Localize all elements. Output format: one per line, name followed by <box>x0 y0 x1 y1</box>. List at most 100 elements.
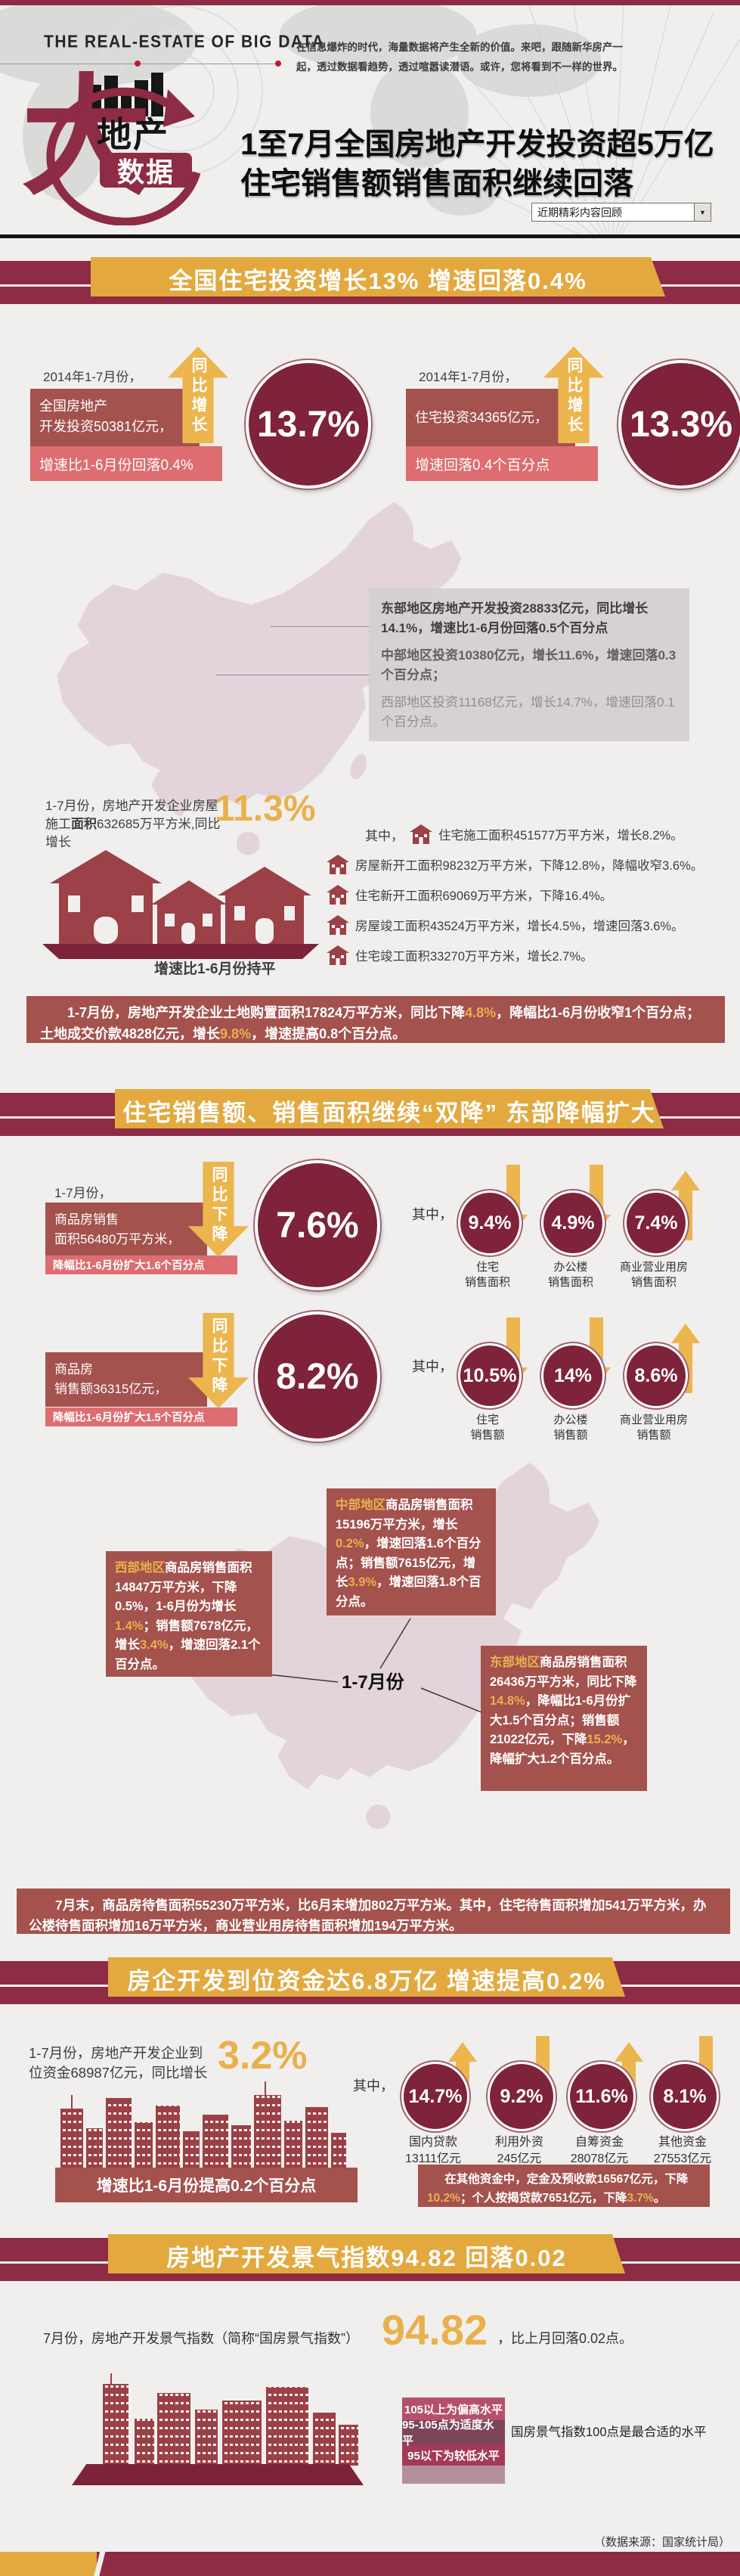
region-text: ，降幅扩大1.2个百分点。 <box>490 1733 635 1766</box>
fund-stat: 9.2% 利用外资 245亿元 <box>488 2036 557 2165</box>
mini-label: 办公楼 销售额 <box>514 1413 627 1444</box>
house-icon <box>327 915 349 935</box>
fund-label-line2: 13111亿元 <box>404 2152 462 2165</box>
city-skyline-illustration <box>82 2373 365 2466</box>
region-text: 商品房销售面积14847万平方米，下降0.5%，1-6月份为增长 <box>115 1561 252 1614</box>
page-title-line1: 1至7月全国房地产开发投资超5万亿 <box>240 128 714 161</box>
mini-stat: 14% 办公楼 销售额 <box>541 1317 611 1442</box>
map-connector-lines <box>268 1618 482 1713</box>
construction-intro-p2: 632685万平方米,同比增长 <box>45 816 221 849</box>
fund-stat: 14.7% 国内贷款 13111亿元 <box>401 2042 477 2165</box>
section2-banner-title: 住宅销售额、销售面积继续“双降” 东部降幅扩大 <box>122 1100 656 1126</box>
mini-label: 商业营业用房 销售面积 <box>597 1260 711 1291</box>
other-funds-gold2: 3.7% <box>627 2191 654 2205</box>
fund-label-line1: 国内贷款 <box>408 2136 457 2149</box>
up-arrow-icon: 同比增长 <box>168 346 228 443</box>
row1-value-box: 商品房销售 面积56480万平方米， <box>45 1203 207 1257</box>
footer-gold-accent <box>0 2552 97 2576</box>
section3-banner-title: 房企开发到位资金达6.8万亿 增速提高0.2% <box>127 1968 606 1994</box>
construction-item-text: 住宅新开工面积69069万平方米，下降16.4%。 <box>355 889 613 903</box>
fund-value: 9.2% <box>488 2062 556 2131</box>
region-gold: 15.2% <box>587 1733 623 1747</box>
construction-item-text: 住宅竣工面积33270万平方米，增长2.7%。 <box>355 950 593 964</box>
region-text: ，增速回落1.8个百分点。 <box>336 1575 481 1609</box>
mini-stat: 7.4% 商业营业用房 销售面积 <box>620 1171 700 1289</box>
row2-value-box: 商品房 销售额36315亿元， <box>45 1352 207 1407</box>
city-skyline-illustration <box>53 2081 351 2168</box>
card2-subnote: 增速回落0.4个百分点 <box>406 446 598 481</box>
region-text: ，降幅比1-6月份扩大1.5个百分点；销售额21022亿元，下降 <box>490 1694 631 1747</box>
land-note-p3: ，增速提高0.8个百分点。 <box>251 1026 407 1041</box>
region-text: ，增速回落1.6个百分点；销售额7615亿元，增长 <box>336 1537 481 1590</box>
mini-label-line2: 销售面积 <box>630 1276 677 1290</box>
logo-word-bottom: 数据 <box>100 153 192 188</box>
funds-rate: 3.2% <box>218 2034 308 2078</box>
region-gold: 3.9% <box>348 1575 377 1590</box>
mini-value: 14% <box>541 1343 605 1408</box>
region-text: ；销售额7678亿元，增长 <box>115 1619 259 1653</box>
index-value: 94.82 <box>382 2306 488 2354</box>
card1-rate-circle: 13.7% <box>246 360 371 489</box>
card1-value-box: 全国房地产 开发投资50381亿元， <box>30 389 200 446</box>
card2-rate-circle: 13.3% <box>618 360 740 489</box>
central-region-sales-box: 中部地区商品房销售面积15196万平方米，增长 0.2%，增速回落1.6个百分点；… <box>327 1488 496 1615</box>
card1-subnote-text: 增速比1-6月份回落0.4% <box>39 457 194 473</box>
recent-content-dropdown[interactable]: 近期精彩内容回顾 ▼ <box>531 203 711 222</box>
legend-high: 105以上为偏高水平 <box>402 2398 505 2420</box>
land-note-p2: ，降幅比1-6月份收窄1个百分点；土地成交价款4828亿元，增长 <box>40 1005 701 1041</box>
chevron-down-icon[interactable]: ▼ <box>694 203 711 221</box>
legend-low: 95以下为较低水平 <box>402 2444 505 2466</box>
mini-stat: 10.5% 住宅 销售额 <box>458 1317 528 1442</box>
inventory-note-text: 7月末，商品房待售面积55230万平方米，比6月末增加802万平方米。其中，住宅… <box>29 1898 707 1934</box>
mini-label-line2: 销售额 <box>470 1429 505 1442</box>
section1-banner: 全国住宅投资增长13% 增速回落0.4% <box>0 257 740 304</box>
card1-arrow-label: 同比增长 <box>190 357 207 436</box>
fund-stat: 8.1% 其他资金 27553亿元 <box>651 2036 720 2165</box>
investment-region-note: 东部地区房地产开发投资28833亿元，同比增长14.1%，增速比1-6月份回落0… <box>369 588 689 741</box>
logo-circle-arrow <box>46 87 201 225</box>
mini-label: 商业营业用房 销售额 <box>597 1413 711 1444</box>
mini-label-line1: 住宅 <box>475 1261 499 1274</box>
mini-label-line2: 销售面积 <box>464 1276 510 1290</box>
fund-stat: 11.6% 自筹资金 28078亿元 <box>568 2042 643 2165</box>
data-source: （数据来源：国家统计局） <box>594 2536 731 2549</box>
funds-note-text: 增速比1-6月份提高0.2个百分点 <box>96 2177 317 2195</box>
fund-label: 国内贷款 13111亿元 <box>376 2134 490 2167</box>
fund-label-line2: 245亿元 <box>497 2152 542 2165</box>
index-legend: 105以上为偏高水平 95-105点为适度水平 95以下为较低水平 <box>402 2398 505 2484</box>
card1-box-line2: 开发投资50381亿元， <box>39 419 173 434</box>
mini-label: 住宅 销售面积 <box>431 1260 544 1291</box>
dropdown-selected-value: 近期精彩内容回顾 <box>537 206 622 219</box>
west-region-sales-box: 西部地区商品房销售面积14847万平方米，下降0.5%，1-6月份为增长 1.4%… <box>106 1551 272 1677</box>
other-funds-p3: 。 <box>653 2191 666 2205</box>
row2-box-line2: 销售额36315亿元， <box>54 1381 168 1396</box>
legend-label: 95-105点为适度水平 <box>402 2419 494 2447</box>
up-arrow-icon <box>671 1171 700 1240</box>
other-funds-p1: 在其他资金中，定金及预收款16567亿元，下降 <box>444 2173 689 2186</box>
legend-label: 95以下为较低水平 <box>407 2449 500 2463</box>
mini-label-line1: 办公楼 <box>553 1261 588 1274</box>
index-sentence-prefix: 7月份，房地产开发景气指数（简称“国房景气指数”） <box>43 2331 359 2346</box>
row2-box-line1: 商品房 <box>54 1362 93 1376</box>
mini-stat: 8.6% 商业营业用房 销售额 <box>620 1324 700 1442</box>
legend-note: 国房景气指数100点是最合适的水平 <box>511 2425 707 2439</box>
row1-subnote: 降幅比1-6月份扩大1.6个百分点 <box>45 1255 237 1274</box>
map-connector-line <box>271 626 369 627</box>
mini-label-line2: 销售面积 <box>547 1276 593 1290</box>
row1-period: 1-7月份， <box>54 1186 112 1200</box>
mini-label-line1: 商业营业用房 <box>619 1414 688 1426</box>
card2-box-line1: 住宅投资34365亿元， <box>415 409 549 425</box>
section2-banner-ribbon: 住宅销售额、销售面积继续“双降” 东部降幅扩大 <box>115 1089 664 1128</box>
house-icon <box>327 855 349 874</box>
region-text: 商品房销售面积26436万平方米，同比下降 <box>490 1656 637 1689</box>
construction-item-text: 房屋竣工面积43524万平方米，增长4.5%，增速回落3.6%。 <box>355 920 684 933</box>
row2-subnote: 降幅比1-6月份扩大1.5个百分点 <box>45 1407 237 1426</box>
brand-title-en: THE REAL-ESTATE OF BIG DATA <box>44 32 325 52</box>
legend-empty <box>402 2466 505 2484</box>
section1-banner-ribbon: 全国住宅投资增长13% 增速回落0.4% <box>91 257 665 296</box>
mini-value: 4.9% <box>541 1190 605 1255</box>
house-icon <box>327 945 349 965</box>
house-icon <box>327 885 349 905</box>
card2-arrow-label: 同比增长 <box>565 357 583 436</box>
section4-banner: 房地产开发景气指数94.82 回落0.02 <box>0 2234 740 2281</box>
